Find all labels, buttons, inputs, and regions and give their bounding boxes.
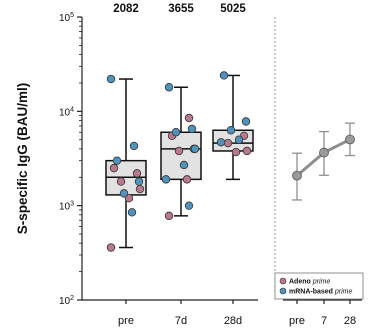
trend-point	[292, 170, 302, 181]
x-tick-label: 28d	[224, 315, 242, 327]
legend-marker	[279, 287, 287, 295]
mrna-point	[164, 83, 174, 92]
adeno-point	[174, 146, 184, 156]
mrna-point	[219, 71, 229, 80]
trend-point	[319, 147, 329, 158]
mrna-point	[187, 124, 197, 134]
mrna-point	[241, 117, 251, 126]
mrna-point	[127, 208, 137, 217]
adeno-point	[184, 113, 194, 123]
mrna-point	[171, 128, 181, 137]
trend-x-tick-label: pre	[289, 315, 305, 327]
mrna-point	[179, 160, 189, 170]
box-iqr	[160, 131, 202, 181]
y-tick-label: 105	[59, 12, 74, 24]
y-axis-label: S-specific IgG (BAU/ml)	[15, 83, 30, 235]
top-value-label: 5025	[220, 3, 246, 15]
adeno-point	[231, 147, 241, 157]
mrna-point	[226, 126, 236, 135]
legend-box	[274, 272, 364, 300]
mrna-point	[184, 201, 194, 210]
mrna-point	[129, 141, 139, 151]
trend-x-tick-label: 7	[321, 315, 327, 327]
top-value-label: 3655	[168, 3, 194, 15]
trend-x-tick-label: 28	[344, 315, 356, 327]
adeno-point	[116, 177, 126, 186]
adeno-point	[109, 163, 119, 173]
adeno-point	[106, 243, 116, 252]
adeno-point	[164, 211, 174, 221]
legend-marker	[279, 277, 287, 285]
trend-point	[345, 134, 355, 145]
mrna-point	[190, 144, 200, 154]
mrna-point	[119, 189, 129, 198]
legend-label: mRNA-based prime	[289, 289, 353, 296]
adeno-point	[132, 169, 142, 178]
x-tick-label: pre	[118, 315, 134, 327]
x-tick-label: 7d	[175, 315, 187, 327]
y-tick-label: 103	[59, 201, 74, 213]
mrna-point	[161, 175, 171, 184]
adeno-point	[124, 193, 134, 203]
adeno-point	[135, 184, 145, 194]
top-value-label: 2082	[113, 3, 139, 15]
legend-label: Adeno prime	[289, 279, 330, 286]
adeno-point	[242, 146, 252, 156]
mrna-point	[112, 156, 122, 165]
mrna-point	[134, 177, 144, 186]
y-tick-label: 104	[59, 106, 74, 118]
mrna-point	[106, 74, 116, 84]
adeno-point	[182, 175, 192, 184]
mrna-point	[216, 138, 226, 147]
adeno-point	[223, 138, 233, 148]
y-tick-label: 102	[59, 295, 74, 307]
mrna-point	[234, 135, 244, 144]
